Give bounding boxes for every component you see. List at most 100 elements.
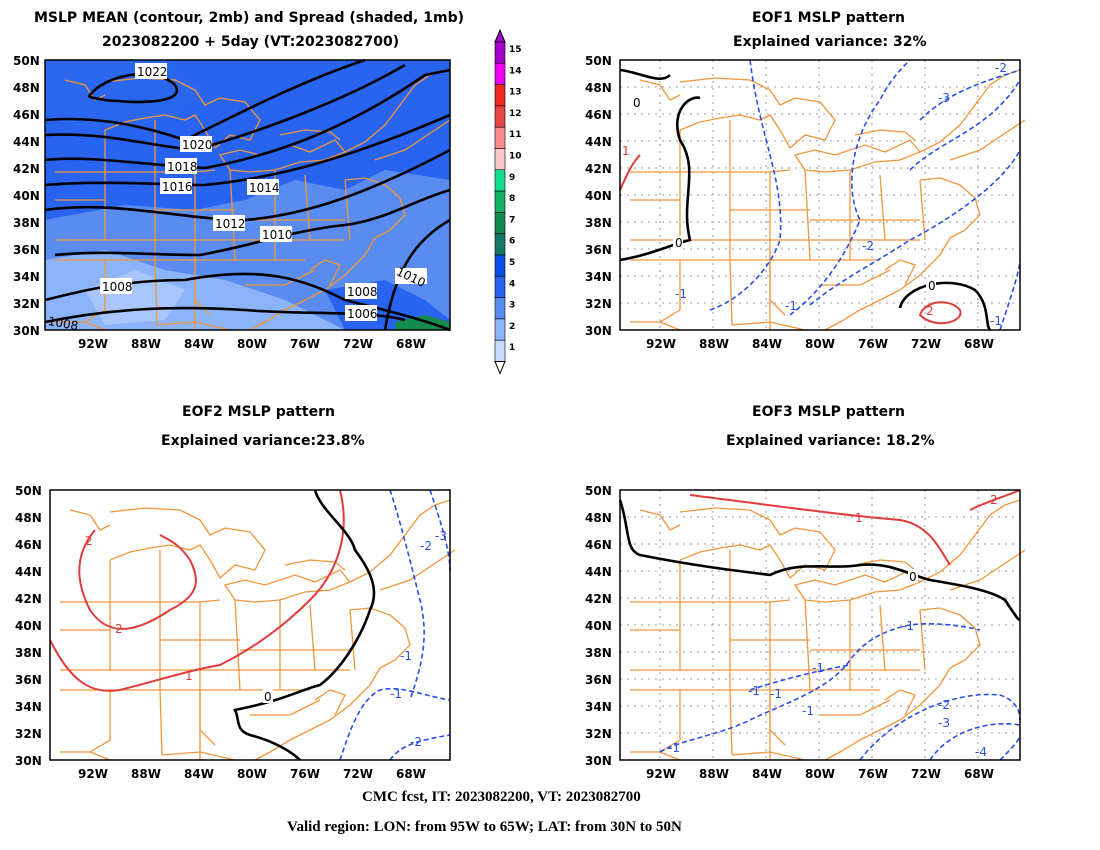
contour-label: -1 [770,687,782,701]
lat-label: 44N [15,565,42,579]
lon-label: 84W [184,767,214,781]
colorbar-label: 6 [509,237,515,247]
lon-label: 80W [805,337,835,351]
contour-label: 1018 [167,160,198,174]
lat-label: 34N [13,270,40,284]
contour-label: -2 [420,539,432,553]
eof3-grid [620,490,1020,760]
contour-label: -4 [975,745,987,759]
contour-label: 1010 [262,228,293,242]
lat-label: 40N [15,619,42,633]
contour-label: -1 [400,649,412,663]
colorbar-label: 4 [509,279,515,289]
colorbar-label: 5 [509,258,515,268]
eof1-lat-axis: 50N 48N 46N 44N 42N 40N 38N 36N 34N 32N … [585,54,612,338]
colorbar-swatch [494,212,506,234]
lon-label: 68W [964,767,994,781]
contour-label: 1 [185,669,193,683]
colorbar-label: 3 [509,301,515,311]
mean-contour-labels: 1022 1020 1018 1016 1014 1012 1010 1010 … [47,63,428,333]
lon-label: 68W [964,337,994,351]
lon-label: 72W [343,337,373,351]
contour-label: 2 [85,534,93,548]
eof2-title-line2: Explained variance:23.8% [161,433,365,449]
contour-label: 1008 [47,314,80,333]
eof3-title-line2: Explained variance: 18.2% [726,433,935,449]
contour-label: 1020 [182,138,213,152]
colorbar-label: 8 [509,194,515,204]
lat-label: 50N [585,54,612,68]
lon-label: 92W [646,767,676,781]
lat-label: 50N [13,54,40,68]
colorbar-label: 2 [509,322,515,332]
eof3-contour-labels: 2 1 0 -1 -1 -1 -1 -1 -2 -3 -4 -1 [668,493,998,759]
contour-label: 0 [909,570,917,584]
lat-label: 30N [585,324,612,338]
contour-label: 1 [622,144,630,158]
contour-label: 1008 [102,280,133,294]
colorbar-swatch [494,297,506,320]
colorbar-label: 12 [509,109,522,119]
lat-label: 32N [15,727,42,741]
colorbar-swatch [494,148,506,171]
lat-label: 36N [585,243,612,257]
eof3-lon-axis: 92W 88W 84W 80W 76W 72W 68W [646,767,994,781]
contour-label: -1 [812,661,824,675]
lat-label: 48N [15,511,42,525]
colorbar-swatch [494,339,506,362]
lat-label: 46N [13,108,40,122]
eof1-title-line2: Explained variance: 32% [733,34,927,50]
lon-label: 88W [131,767,161,781]
contour-label: -2 [995,61,1007,75]
contour-label: -1 [748,684,760,698]
mean-lon-axis: 92W 88W 84W 80W 76W 72W 68W [78,337,426,351]
contour-label: -3 [435,529,447,543]
lon-label: 80W [237,337,267,351]
contour-label: -2 [938,698,950,712]
contour-label: -2 [862,239,874,253]
colorbar-swatch [494,169,506,192]
lat-label: 30N [15,754,42,768]
eof2-title-line1: EOF2 MSLP pattern [182,404,335,420]
eof2-lat-axis: 50N 48N 46N 44N 42N 40N 38N 36N 34N 32N … [15,484,42,768]
footer-line1: CMC fcst, IT: 2023082200, VT: 2023082700 [362,789,641,805]
contour-label: 1012 [215,217,246,231]
contour-label: 0 [675,236,683,250]
lat-label: 34N [585,270,612,284]
contour-label: 1022 [137,65,168,79]
lat-label: 38N [15,646,42,660]
lat-label: 36N [585,673,612,687]
lat-label: 50N [15,484,42,498]
eof1-title-line1: EOF1 MSLP pattern [752,10,905,26]
colorbar-swatch [494,84,506,107]
colorbar-swatch [494,318,506,341]
contour-label: 1014 [249,181,280,195]
contour-label: -1 [390,687,402,701]
contour-label: -1 [668,741,680,755]
colorbar-label: 10 [509,152,522,162]
lat-label: 48N [585,81,612,95]
contour-label: -2 [410,735,422,749]
colorbar-swatch [494,233,506,256]
colorbar-swatch [494,275,506,298]
eof1-contour-labels: 0 0 0 -1 -2 -3 -2 -1 -1 1 2 [622,61,1007,328]
lat-label: 44N [13,135,40,149]
lat-label: 48N [13,81,40,95]
eof1-lon-axis: 92W 88W 84W 80W 76W 72W 68W [646,337,994,351]
footer-line2: Valid region: LON: from 95W to 65W; LAT:… [287,819,682,835]
contour-label: 0 [633,96,641,110]
lat-label: 46N [15,538,42,552]
contour-label: -1 [902,619,914,633]
contour-label: 2 [115,622,123,636]
lat-label: 40N [13,189,40,203]
lat-label: 32N [13,297,40,311]
lon-label: 68W [396,337,426,351]
colorbar-swatch [494,126,506,149]
colorbar-swatch [494,105,506,128]
lon-label: 88W [131,337,161,351]
contour-label: 2 [926,304,934,318]
lat-label: 42N [13,162,40,176]
contour-label: -1 [802,704,814,718]
colorbar-label: 1 [509,343,515,353]
